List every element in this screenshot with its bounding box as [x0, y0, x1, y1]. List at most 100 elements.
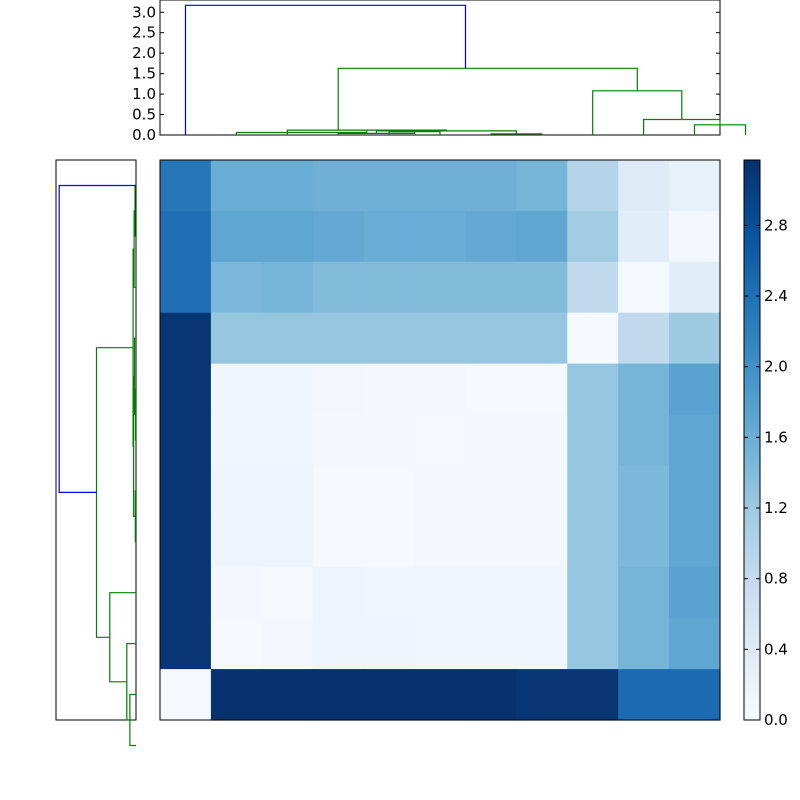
heatmap-cell — [669, 414, 721, 467]
heatmap-cell — [261, 567, 314, 619]
colorbar-tick-label: 0.8 — [764, 570, 788, 588]
heatmap-cell — [618, 363, 670, 416]
top-dendrogram-tick-label: 2.5 — [132, 24, 156, 42]
heatmap-cell — [669, 363, 721, 416]
heatmap-cell — [618, 567, 670, 619]
top-dendrogram-link — [337, 67, 638, 131]
heatmap-cell — [618, 261, 670, 314]
heatmap-cell — [516, 669, 568, 721]
heatmap-cell — [618, 516, 670, 568]
heatmap-cell — [567, 618, 619, 670]
heatmap-cell — [465, 414, 517, 467]
heatmap-cell — [363, 363, 416, 416]
heatmap-cell — [261, 618, 314, 670]
heatmap-cell — [516, 516, 568, 568]
heatmap-cell — [669, 160, 721, 212]
left-dendrogram-link — [134, 490, 136, 543]
heatmap-cell — [363, 160, 416, 212]
heatmap-cell — [363, 567, 416, 619]
heatmap-cell — [261, 516, 314, 568]
heatmap-cell — [363, 669, 416, 721]
heatmap-cell — [363, 312, 416, 365]
left-dendrogram-links — [58, 184, 137, 747]
heatmap-cell — [465, 669, 517, 721]
heatmap-cell — [363, 516, 416, 568]
colorbar: 0.0 0.4 0.8 1.2 1.6 2.0 2.4 2.8 — [743, 159, 788, 729]
heatmap-cell — [414, 210, 467, 263]
heatmap-cell — [210, 669, 263, 721]
heatmap-cell — [516, 465, 568, 517]
heatmap-cell — [669, 465, 721, 517]
heatmap-cell — [465, 465, 517, 517]
heatmap — [159, 159, 721, 721]
heatmap-cell — [261, 669, 314, 721]
heatmap-cell — [414, 363, 467, 416]
heatmap-cell — [618, 465, 670, 517]
heatmap-cell — [618, 312, 670, 365]
heatmap-cell — [516, 210, 568, 263]
heatmap-cell — [261, 312, 314, 365]
heatmap-cells — [160, 160, 721, 721]
heatmap-cell — [465, 210, 517, 263]
heatmap-cell — [414, 465, 467, 517]
colorbar-tick-label: 1.2 — [764, 499, 788, 517]
heatmap-cell — [160, 160, 212, 212]
top-dendrogram-tick-label: 0.0 — [132, 126, 156, 144]
left-dendrogram — [55, 159, 137, 747]
heatmap-cell — [618, 669, 670, 721]
heatmap-cell — [312, 465, 365, 517]
top-dendrogram-link — [235, 130, 368, 135]
heatmap-cell — [210, 210, 263, 263]
top-dendrogram-tick-label: 1.5 — [132, 65, 156, 83]
heatmap-cell — [669, 312, 721, 365]
heatmap-cell — [312, 261, 365, 314]
heatmap-cell — [465, 160, 517, 212]
heatmap-cell — [465, 618, 517, 670]
colorbar-tick-label: 2.8 — [764, 216, 788, 234]
heatmap-cell — [363, 465, 416, 517]
heatmap-cell — [160, 618, 212, 670]
heatmap-cell — [567, 363, 619, 416]
heatmap-cell — [669, 210, 721, 263]
top-dendrogram-tick-label: 2.0 — [132, 44, 156, 62]
top-dendrogram-link — [184, 4, 467, 135]
heatmap-cell — [516, 160, 568, 212]
colorbar-tick-label: 0.4 — [764, 640, 788, 658]
heatmap-cell — [261, 414, 314, 467]
heatmap-cell — [414, 618, 467, 670]
heatmap-cell — [567, 516, 619, 568]
top-dendrogram-y-ticks: 0.0 0.5 1.0 1.5 2.0 2.5 3.0 — [132, 3, 720, 144]
heatmap-cell — [567, 414, 619, 467]
heatmap-cell — [210, 618, 263, 670]
left-dendrogram-link — [134, 388, 137, 441]
top-dendrogram-frame — [159, 0, 721, 136]
heatmap-cell — [160, 465, 212, 517]
heatmap-cell — [261, 261, 314, 314]
heatmap-cell — [567, 312, 619, 365]
heatmap-cell — [160, 567, 212, 619]
colorbar-tick-label: 2.0 — [764, 358, 788, 376]
heatmap-cell — [516, 567, 568, 619]
heatmap-cell — [567, 567, 619, 619]
heatmap-cell — [312, 618, 365, 670]
heatmap-cell — [210, 567, 263, 619]
heatmap-cell — [312, 160, 365, 212]
colorbar-gradient — [743, 159, 761, 721]
heatmap-cell — [210, 312, 263, 365]
heatmap-cell — [465, 261, 517, 314]
heatmap-cell — [465, 363, 517, 416]
heatmap-cell — [567, 261, 619, 314]
top-dendrogram-tick-label: 0.5 — [132, 106, 156, 124]
heatmap-cell — [160, 261, 212, 314]
heatmap-cell — [261, 160, 314, 212]
heatmap-cell — [261, 363, 314, 416]
heatmap-cell — [669, 669, 721, 721]
heatmap-cell — [312, 363, 365, 416]
heatmap-cell — [669, 261, 721, 314]
heatmap-cell — [160, 516, 212, 568]
top-dendrogram-tick-label: 1.0 — [132, 85, 156, 103]
heatmap-cell — [618, 210, 670, 263]
heatmap-cell — [160, 669, 212, 721]
heatmap-cell — [312, 210, 365, 263]
